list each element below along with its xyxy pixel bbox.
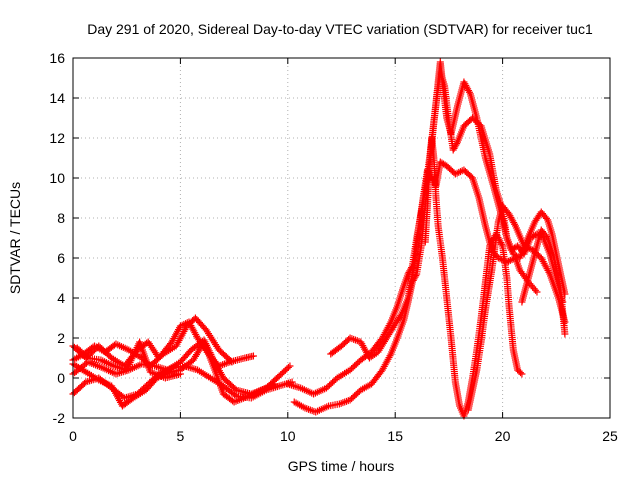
data-point (286, 362, 294, 370)
data-point (227, 357, 235, 365)
data-point (542, 232, 550, 240)
y-tick-label: 4 (57, 290, 65, 306)
data-points (69, 58, 569, 420)
plot-frame (72, 57, 611, 419)
data-point (453, 169, 461, 177)
data-point (542, 214, 550, 222)
data-point (176, 322, 184, 330)
data-point (498, 240, 506, 248)
x-tick-label: 20 (495, 428, 511, 444)
data-point (452, 141, 460, 149)
y-tick-label: 10 (49, 170, 65, 186)
data-point (522, 243, 530, 251)
data-point (397, 312, 405, 320)
data-point (83, 353, 91, 361)
data-point (533, 288, 541, 296)
data-point (532, 286, 540, 294)
chart-title: Day 291 of 2020, Sidereal Day-to-day VTE… (87, 21, 593, 37)
grid-lines (73, 58, 610, 418)
x-tick-label: 25 (602, 428, 618, 444)
data-point (561, 330, 569, 338)
series-arc-8 (290, 58, 569, 416)
series-arc-12 (518, 226, 569, 338)
y-tick-label: 8 (57, 210, 65, 226)
data-point (284, 363, 292, 371)
y-tick-label: 2 (57, 330, 65, 346)
data-point (450, 144, 458, 152)
data-point (451, 143, 459, 151)
x-axis-label: GPS time / hours (288, 458, 395, 474)
data-point (249, 352, 257, 360)
data-point (524, 244, 532, 252)
data-point (520, 242, 528, 250)
y-tick-label: 14 (49, 90, 65, 106)
y-axis-label: SDTVAR / TECUs (7, 182, 23, 294)
x-tick-label: 0 (69, 428, 77, 444)
x-tick-label: 15 (387, 428, 403, 444)
data-point (453, 140, 461, 148)
data-point (511, 220, 519, 228)
series-arc-10 (421, 134, 526, 420)
data-point (176, 370, 184, 378)
series-arc-6 (73, 338, 184, 382)
y-tick-label: 12 (49, 130, 65, 146)
data-point (449, 146, 457, 154)
data-point (412, 272, 420, 280)
data-point (525, 244, 533, 252)
y-tick-label: 6 (57, 250, 65, 266)
x-tick-label: 5 (177, 428, 185, 444)
y-tick-label: 0 (57, 370, 65, 386)
data-point (518, 370, 526, 378)
data-point (231, 391, 239, 399)
data-point (178, 321, 186, 329)
data-point (404, 270, 412, 278)
y-tick-label: 16 (49, 50, 65, 66)
data-point (271, 380, 279, 388)
data-point (228, 358, 236, 366)
data-point (517, 369, 524, 377)
series-arc-5 (69, 338, 279, 410)
data-point (455, 168, 463, 176)
data-point (465, 88, 473, 96)
x-tick-label: 10 (280, 428, 296, 444)
y-tick-label: -2 (53, 410, 66, 426)
data-point (451, 170, 459, 178)
